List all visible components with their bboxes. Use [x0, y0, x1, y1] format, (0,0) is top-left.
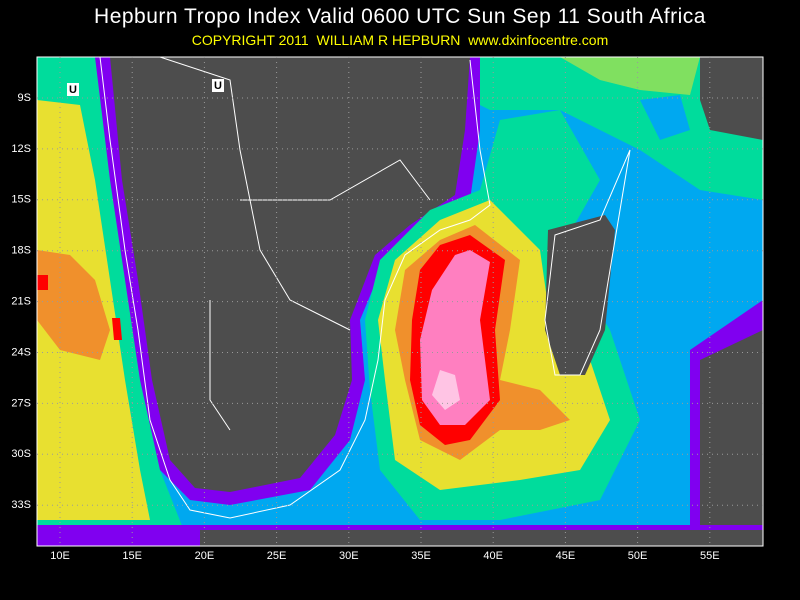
field-red: [37, 275, 122, 340]
lon-label: 55E: [700, 550, 720, 562]
lat-label: 27S: [11, 397, 31, 409]
lat-label: 18S: [11, 245, 31, 257]
lat-label: 30S: [11, 448, 31, 460]
marker-box: [212, 79, 224, 92]
lat-label: 9S: [18, 92, 31, 104]
dark-area: [700, 330, 763, 546]
axis-labels: 9S 12S 15S 18S 21S 24S 27S 30S 33S 10E 15E 20E 25E 30…: [11, 92, 719, 562]
lon-label: 50E: [628, 550, 648, 562]
lon-label: 10E: [50, 550, 70, 562]
graticule: [37, 57, 763, 546]
lat-label: 24S: [11, 346, 31, 358]
lon-label: 25E: [267, 550, 287, 562]
land: [110, 57, 470, 492]
marker-label: U: [214, 80, 222, 92]
lon-label: 20E: [195, 550, 215, 562]
lon-label: 40E: [483, 550, 503, 562]
coastline: [99, 57, 491, 519]
field-orange: [37, 250, 110, 360]
lon-label: 45E: [556, 550, 576, 562]
lon-label: 35E: [411, 550, 431, 562]
lat-label: 12S: [11, 143, 31, 155]
field-lime: [560, 57, 700, 95]
lat-label: 15S: [11, 194, 31, 206]
lat-label: 33S: [11, 499, 31, 511]
dark-area: [700, 57, 763, 140]
copyright: COPYRIGHT 2011 WILLIAM R HEPBURN www.dxi…: [192, 32, 609, 48]
dark-area: [200, 530, 763, 546]
border: [159, 57, 431, 431]
field-blue: [640, 95, 690, 140]
map-field: [37, 57, 763, 546]
coastline: [544, 149, 631, 376]
lat-label: 21S: [11, 296, 31, 308]
marker: U U: [67, 79, 224, 96]
marker-label: U: [69, 84, 77, 96]
lon-label: 30E: [339, 550, 359, 562]
field-light-pink: [432, 370, 460, 410]
marker-box: [67, 83, 79, 96]
map-title: Hepburn Tropo Index Valid 0600 UTC Sun S…: [94, 5, 706, 28]
lon-label: 15E: [122, 550, 142, 562]
